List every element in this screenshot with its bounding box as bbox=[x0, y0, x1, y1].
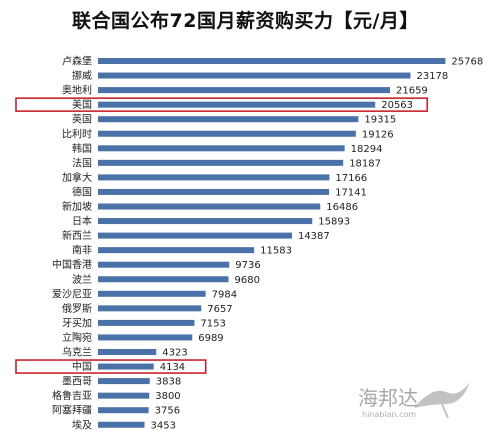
bar bbox=[98, 349, 157, 355]
bar bbox=[98, 290, 206, 297]
value-label: 7153 bbox=[200, 318, 225, 329]
category-labels: 卢森堡挪威奥地利美国英国比利时韩国法国加拿大德国新加坡日本新西兰南非中国香港波兰… bbox=[52, 55, 92, 432]
value-label: 20563 bbox=[381, 100, 413, 111]
category-label: 韩国 bbox=[72, 142, 92, 155]
value-label: 3756 bbox=[155, 406, 180, 417]
value-label: 7657 bbox=[207, 304, 232, 315]
bar bbox=[98, 421, 145, 428]
value-label: 18294 bbox=[351, 144, 383, 155]
value-label: 3800 bbox=[155, 391, 180, 402]
bar bbox=[98, 87, 390, 94]
category-label: 德国 bbox=[72, 185, 92, 198]
bar bbox=[98, 378, 150, 385]
bar bbox=[98, 334, 193, 341]
watermark-text: 海邦达 bbox=[358, 386, 418, 410]
category-label: 新西兰 bbox=[62, 229, 92, 242]
value-label: 4323 bbox=[162, 348, 187, 359]
category-label: 墨西哥 bbox=[62, 376, 92, 388]
bar bbox=[98, 203, 321, 210]
bar bbox=[98, 188, 330, 195]
bar bbox=[98, 276, 229, 283]
highlight-boxes bbox=[15, 97, 429, 374]
highlight-box bbox=[15, 359, 207, 374]
category-label: 南非 bbox=[72, 244, 92, 257]
category-label: 美国 bbox=[72, 98, 92, 111]
bar bbox=[98, 319, 195, 326]
category-label: 加拿大 bbox=[62, 171, 92, 184]
watermark-url: hinabian.com bbox=[362, 410, 417, 419]
bar bbox=[98, 247, 255, 254]
value-label: 15893 bbox=[318, 217, 350, 228]
category-label: 奥地利 bbox=[62, 84, 92, 97]
value-label: 3838 bbox=[156, 377, 181, 388]
bar bbox=[98, 159, 344, 166]
bar bbox=[98, 174, 330, 181]
category-label: 卢森堡 bbox=[62, 55, 92, 68]
highlight-box bbox=[15, 97, 429, 112]
value-label: 14387 bbox=[298, 231, 330, 242]
category-label: 波兰 bbox=[72, 273, 92, 286]
category-label: 挪威 bbox=[72, 69, 92, 82]
category-label: 中国 bbox=[72, 360, 92, 373]
bar bbox=[98, 305, 202, 312]
value-label: 17166 bbox=[335, 173, 367, 184]
bar bbox=[98, 232, 292, 239]
bar bbox=[98, 130, 356, 137]
chart-title: 联合国公布72国月薪资购买力【元/月】 bbox=[72, 10, 419, 32]
value-label: 18187 bbox=[349, 158, 381, 169]
value-label: 9680 bbox=[235, 275, 260, 286]
category-label: 比利时 bbox=[62, 128, 92, 140]
category-label: 牙买加 bbox=[62, 317, 92, 329]
category-label: 爱沙尼亚 bbox=[52, 287, 92, 300]
bar bbox=[98, 101, 376, 108]
bar bbox=[98, 218, 313, 225]
watermark-logo-icon bbox=[414, 382, 470, 418]
value-label: 21659 bbox=[396, 86, 428, 97]
bar bbox=[98, 58, 446, 64]
bar bbox=[98, 363, 154, 370]
value-label: 23178 bbox=[416, 71, 448, 82]
category-label: 乌克兰 bbox=[62, 346, 92, 359]
value-label: 16486 bbox=[326, 202, 358, 213]
category-label: 中国香港 bbox=[52, 258, 92, 271]
value-label: 9736 bbox=[235, 260, 260, 271]
value-label: 6989 bbox=[198, 333, 223, 344]
category-label: 新加坡 bbox=[62, 200, 92, 213]
bar bbox=[98, 407, 149, 414]
value-label: 25768 bbox=[451, 57, 483, 68]
category-label: 法国 bbox=[72, 156, 92, 169]
bars bbox=[98, 58, 446, 428]
category-label: 英国 bbox=[72, 113, 92, 126]
category-label: 立陶宛 bbox=[62, 331, 92, 344]
category-label: 格鲁吉亚 bbox=[52, 389, 92, 402]
bar bbox=[98, 145, 345, 152]
category-label: 埃及 bbox=[72, 418, 92, 431]
value-label: 3453 bbox=[151, 420, 176, 431]
value-label: 7984 bbox=[212, 289, 237, 300]
value-label: 17141 bbox=[335, 187, 367, 198]
bar bbox=[98, 392, 150, 399]
value-label: 19315 bbox=[364, 115, 396, 126]
category-label: 日本 bbox=[72, 215, 92, 228]
bar bbox=[98, 72, 411, 79]
bar bbox=[98, 116, 359, 123]
bar bbox=[98, 261, 230, 268]
value-label: 4134 bbox=[160, 362, 185, 373]
value-label: 19126 bbox=[362, 129, 394, 140]
value-label: 11583 bbox=[260, 246, 292, 257]
category-label: 阿塞拜疆 bbox=[52, 404, 92, 417]
category-label: 俄罗斯 bbox=[62, 302, 92, 315]
